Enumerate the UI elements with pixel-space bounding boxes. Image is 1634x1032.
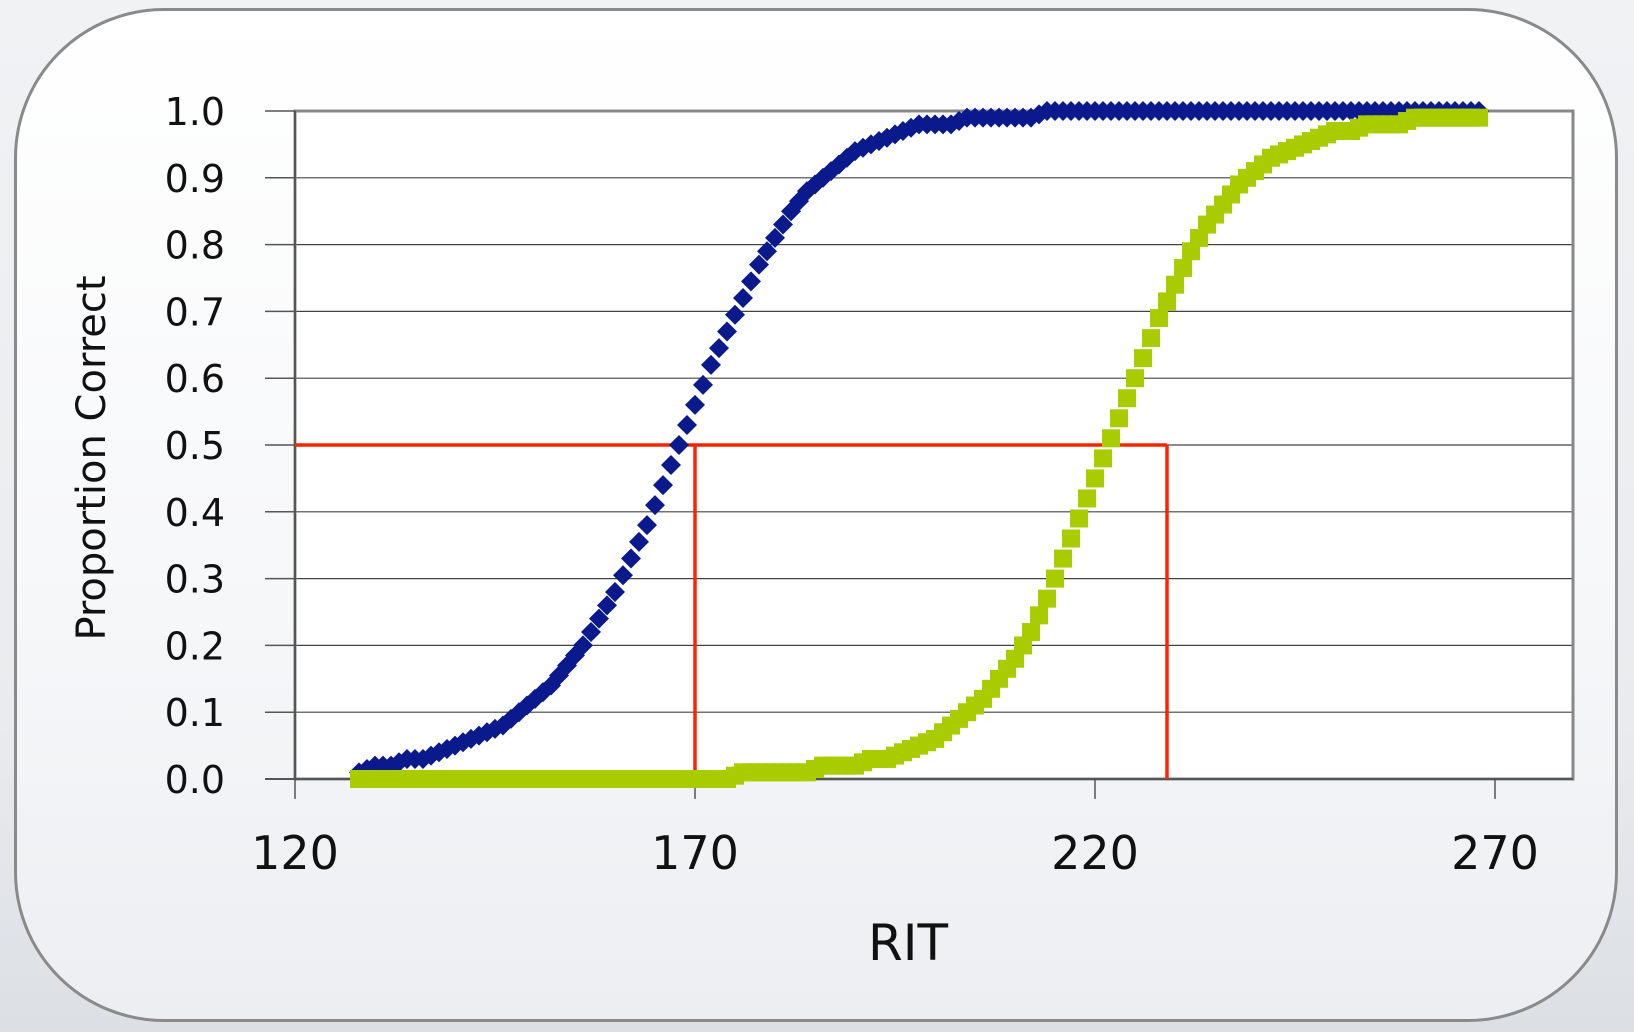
data-point — [1158, 292, 1176, 311]
data-point — [717, 321, 737, 342]
x-tick-label: 120 — [251, 826, 339, 880]
tick-labels: 0.0 0.1 0.2 0.3 0.4 0.5 0.6 0.7 0.8 0.9 1.0 120 170 2… — [165, 90, 1539, 880]
y-tick-label: 0.1 — [165, 691, 225, 735]
data-point — [701, 354, 721, 375]
data-point — [653, 475, 673, 496]
y-tick-label: 0.8 — [165, 224, 225, 268]
y-tick-label: 0.9 — [165, 157, 225, 201]
data-point — [757, 241, 777, 262]
data-point — [1070, 509, 1088, 528]
x-tick-label: 170 — [651, 826, 739, 880]
y-tick-label: 0.0 — [165, 758, 225, 802]
data-point — [1142, 329, 1160, 348]
data-point — [645, 495, 665, 516]
data-point — [677, 414, 697, 435]
data-point — [589, 608, 609, 629]
y-tick-label: 0.6 — [165, 357, 225, 401]
data-point — [1166, 275, 1184, 294]
data-point — [1078, 489, 1096, 508]
y-tick-label: 0.5 — [165, 424, 225, 468]
data-point — [605, 581, 625, 602]
data-point — [1054, 549, 1072, 568]
y-tick-label: 0.2 — [165, 624, 225, 668]
data-point — [1118, 389, 1136, 408]
data-point — [1022, 623, 1040, 642]
data-point — [1102, 429, 1120, 448]
y-tick-label: 0.7 — [165, 290, 225, 334]
data-point — [573, 635, 593, 656]
data-point — [597, 595, 617, 616]
data-point — [621, 548, 641, 569]
x-axis-title: RIT — [868, 914, 948, 972]
data-point — [749, 254, 769, 275]
y-tick-label: 0.4 — [165, 491, 225, 535]
series-2 — [350, 108, 1488, 788]
data-point — [1046, 569, 1064, 588]
data-point — [773, 214, 793, 235]
y-axis-title: Proportion Correct — [69, 275, 115, 640]
data-point — [1030, 606, 1048, 625]
data-point — [661, 455, 681, 476]
data-point — [613, 565, 633, 586]
x-tick-label: 220 — [1051, 826, 1139, 880]
data-point — [629, 531, 649, 552]
data-point — [1150, 309, 1168, 328]
data-point — [669, 435, 689, 455]
data-point — [709, 338, 729, 359]
data-point — [1038, 589, 1056, 608]
series-1 — [349, 101, 1489, 783]
data-point — [581, 622, 601, 643]
series-layer — [349, 101, 1489, 788]
data-point — [1134, 349, 1152, 368]
data-point — [1126, 369, 1144, 388]
reference-lines — [295, 443, 1169, 779]
data-point — [1110, 409, 1128, 428]
x-tick-label: 270 — [1451, 826, 1539, 880]
data-point — [637, 515, 657, 536]
data-point — [1062, 529, 1080, 548]
data-point — [685, 394, 705, 415]
data-point — [1174, 258, 1192, 277]
data-point — [1470, 108, 1488, 127]
data-point — [741, 271, 761, 292]
data-point — [693, 374, 713, 395]
data-point — [1086, 469, 1104, 488]
y-tick-label: 1.0 — [165, 90, 225, 134]
data-point — [765, 227, 785, 248]
data-point — [733, 288, 753, 309]
data-point — [725, 304, 745, 325]
data-point — [1094, 449, 1112, 468]
y-tick-label: 0.3 — [165, 558, 225, 602]
